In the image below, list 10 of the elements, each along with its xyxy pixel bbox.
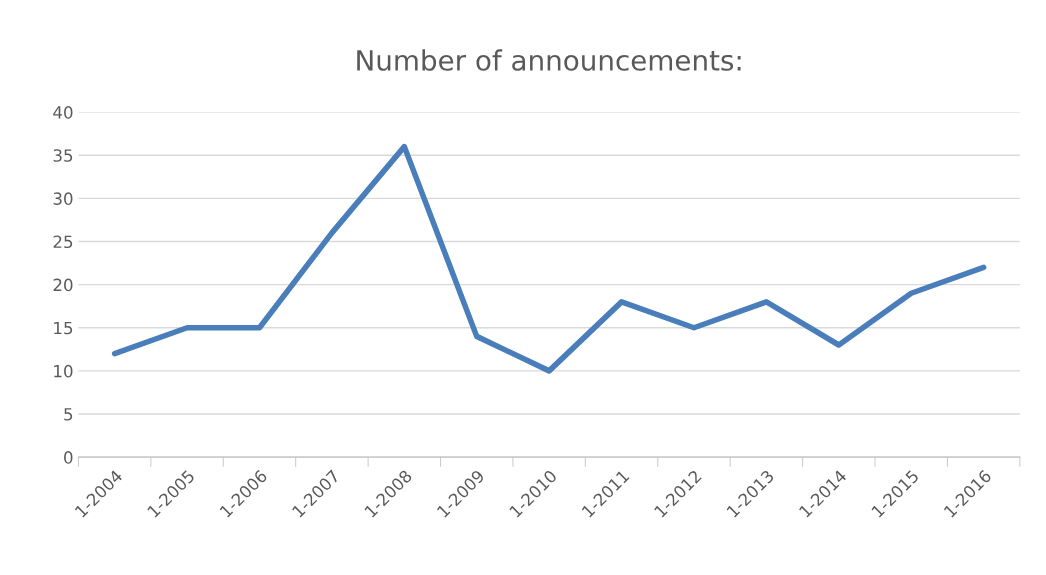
y-tick-label: 20 — [53, 278, 73, 292]
y-tick-label: 5 — [64, 408, 73, 421]
y-tick-label: 30 — [53, 192, 73, 205]
y-tick-label: 25 — [53, 235, 73, 249]
y-tick-label: 15 — [54, 321, 73, 335]
y-tick-label: 10 — [54, 364, 73, 378]
chart-title: Number of announcements: — [357, 49, 741, 71]
y-tick-label: 35 — [53, 149, 73, 162]
y-tick-label: 40 — [53, 106, 73, 119]
y-tick-label: 0 — [64, 451, 73, 464]
